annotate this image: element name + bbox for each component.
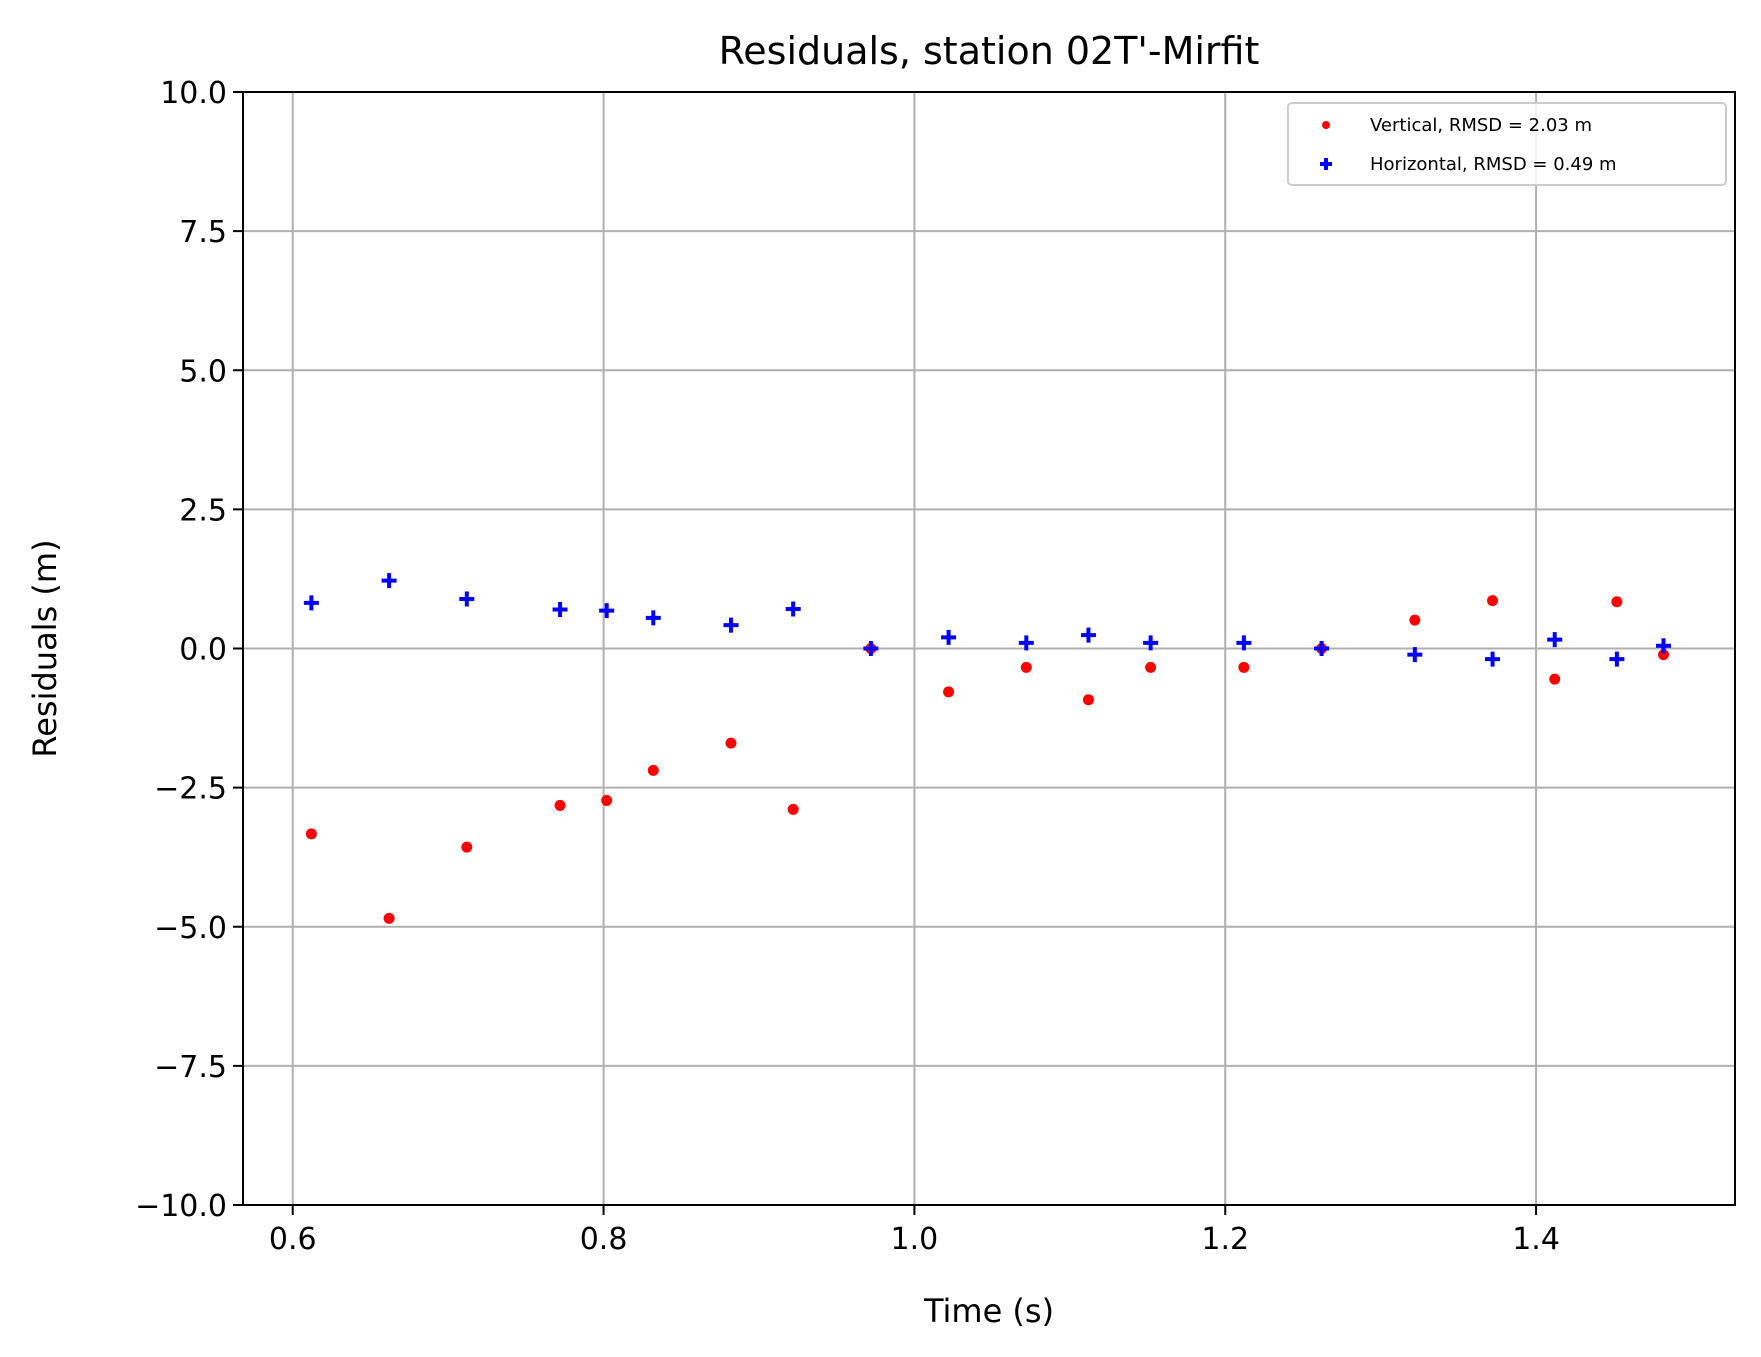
vertical-residual-point	[1658, 649, 1670, 661]
x-tick-label: 1.0	[891, 1222, 939, 1257]
vertical-residual-point	[943, 686, 955, 698]
y-tick-label: 0.0	[179, 633, 227, 668]
y-tick-label: 5.0	[179, 354, 227, 389]
vertical-residual-point	[554, 799, 566, 811]
horizontal-residual-point	[599, 603, 615, 619]
vertical-residual-point	[601, 794, 613, 806]
horizontal-residual-point	[1018, 635, 1034, 651]
horizontal-residual-point	[1236, 635, 1252, 651]
horizontal-residual-point	[723, 617, 739, 633]
y-tick-label: −2.5	[154, 772, 227, 807]
y-tick-label: −5.0	[154, 911, 227, 946]
legend: Vertical, RMSD = 2.03 m Horizontal, RMSD …	[1287, 102, 1727, 186]
horizontal-residual-point	[941, 629, 957, 645]
x-tick-label: 1.2	[1201, 1222, 1249, 1257]
horizontal-residual-point	[785, 601, 801, 617]
vertical-residual-point	[305, 828, 317, 840]
horizontal-residual-point	[645, 610, 661, 626]
chart-title: Residuals, station 02T'-Mirfit	[719, 29, 1260, 73]
legend-marker-dot	[1322, 121, 1330, 129]
horizontal-residual-point	[863, 641, 879, 656]
vertical-residual-point	[1487, 595, 1499, 607]
y-tick-label: −10.0	[135, 1189, 227, 1224]
y-tick-label: 2.5	[179, 493, 227, 528]
x-tick-label: 0.8	[580, 1222, 628, 1257]
horizontal-residual-point	[1485, 651, 1501, 667]
legend-marker-plus	[1320, 158, 1332, 170]
vertical-residual-point	[383, 912, 395, 924]
vertical-residual-point	[1238, 661, 1250, 673]
horizontal-residual-point	[381, 573, 397, 589]
vertical-residual-point	[787, 803, 799, 815]
y-axis-label: Residuals (m)	[26, 539, 64, 757]
legend-label: Horizontal, RMSD = 0.49 m	[1370, 154, 1617, 175]
y-tick-label: 7.5	[179, 215, 227, 250]
horizontal-residual-point	[303, 595, 319, 611]
horizontal-residual-point	[1609, 651, 1625, 667]
y-tick-label: 10.0	[160, 76, 227, 111]
vertical-residual-point	[1549, 673, 1561, 685]
x-axis-label: Time (s)	[923, 1292, 1054, 1330]
vertical-residual-point	[1409, 614, 1421, 626]
horizontal-residual-point	[459, 591, 475, 607]
vertical-residual-point	[1145, 661, 1157, 673]
horizontal-residual-point	[1656, 638, 1672, 654]
vertical-residual-point	[647, 764, 659, 776]
horizontal-residual-point	[1407, 647, 1423, 663]
vertical-residual-point	[1082, 694, 1094, 706]
y-tick-label: −7.5	[154, 1050, 227, 1085]
data-points	[303, 573, 1672, 924]
horizontal-residual-point	[1143, 635, 1159, 651]
vertical-residual-point	[1611, 596, 1623, 608]
vertical-residual-point	[1020, 661, 1032, 673]
axis-ticks: 0.6 0.8 1.0 1.2 1.4 10.0 7.5 5.0 2.5 0.0 −2.5 −5.0 −…	[135, 76, 1560, 1257]
horizontal-residual-point	[1080, 627, 1096, 643]
horizontal-residual-point	[1547, 632, 1563, 648]
legend-label: Vertical, RMSD = 2.03 m	[1370, 115, 1592, 136]
horizontal-residual-point	[1314, 641, 1330, 656]
vertical-residual-point	[725, 737, 737, 749]
series-dot	[305, 595, 1670, 924]
x-tick-label: 0.6	[269, 1222, 317, 1257]
grid	[243, 91, 1735, 1206]
series-plus	[303, 573, 1672, 667]
legend-frame	[1287, 102, 1727, 186]
x-tick-label: 1.4	[1512, 1222, 1560, 1257]
horizontal-residual-point	[552, 602, 568, 618]
vertical-residual-point	[461, 841, 473, 853]
